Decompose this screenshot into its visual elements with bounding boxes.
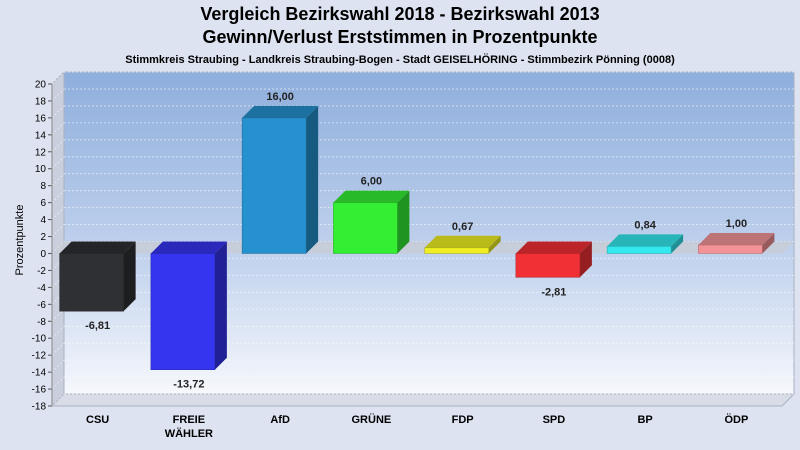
bar-value-label: 0,67 [452, 221, 473, 233]
y-tick-label: -4 [37, 283, 46, 294]
bar-front [515, 253, 581, 278]
y-tick-label: 0 [40, 249, 46, 260]
bar [150, 241, 227, 370]
y-tick-label: -12 [32, 351, 47, 362]
gridline-wall [51, 325, 65, 339]
bar-top [150, 241, 227, 254]
bar-side [306, 105, 319, 254]
y-tick-label: 8 [40, 181, 46, 192]
bar-top [698, 233, 775, 245]
y-tick-label: 20 [35, 80, 47, 91]
y-tick-label: 10 [35, 164, 47, 175]
y-tick-label: -10 [32, 334, 47, 345]
bar [59, 241, 136, 312]
chart-title-line1: Vergleich Bezirkswahl 2018 - Bezirkswahl… [200, 4, 600, 24]
gridline-wall [51, 376, 65, 390]
bar-top [424, 235, 501, 248]
x-tick-label: SPD [543, 414, 566, 426]
bar-front [333, 202, 398, 254]
bar [698, 233, 775, 254]
bar-top [607, 234, 684, 247]
gridline-wall [51, 105, 65, 119]
y-tick-label: 12 [35, 147, 47, 158]
bar-side [488, 235, 501, 254]
bar-front [606, 246, 672, 254]
bar [606, 234, 684, 254]
y-axis-label: Prozentpunkte [14, 205, 26, 276]
x-tick-label: AfD [270, 414, 290, 426]
bar-side [214, 241, 227, 370]
x-tick-label: FDP [452, 414, 474, 426]
gridline-wall [51, 207, 65, 220]
y-tick-label: -6 [37, 300, 46, 311]
x-tick-label: CSU [86, 414, 109, 426]
y-tick-label: 18 [35, 96, 47, 107]
bar-value-label: -6,81 [85, 320, 110, 332]
y-tick-label: -2 [37, 266, 46, 277]
bar-front [241, 117, 307, 254]
bar-side [671, 234, 684, 254]
gridline-wall [51, 342, 65, 356]
bar-top [333, 190, 410, 203]
bar [241, 105, 319, 254]
y-tick-label: -16 [32, 385, 47, 396]
y-tick-label: -14 [32, 368, 47, 379]
gridline-wall [51, 359, 65, 373]
bar-front [424, 247, 489, 254]
bar-top [242, 105, 319, 118]
gridline-wall [51, 291, 65, 305]
gridline-wall [51, 88, 65, 102]
x-tick-label: BP [637, 414, 652, 426]
bar-value-label: 16,00 [266, 91, 294, 103]
y-tick-label: 4 [40, 215, 46, 226]
bar-side [762, 233, 775, 254]
bar [424, 235, 501, 254]
bar-front [59, 253, 124, 312]
bar-top [515, 241, 592, 254]
y-tick-label: 2 [40, 232, 46, 243]
gridline-wall [51, 258, 65, 271]
y-tick-label: -18 [32, 402, 47, 413]
bar-side [397, 190, 410, 254]
bar-value-label: 1,00 [726, 218, 747, 230]
gridline-wall [51, 224, 65, 237]
gridline-wall [51, 275, 65, 288]
left-wall [51, 70, 65, 408]
bar-front [698, 244, 763, 254]
bar [333, 190, 410, 254]
gridline-wall [51, 122, 65, 136]
gridline-wall [51, 173, 65, 187]
bar-side [123, 241, 136, 312]
gridline-wall [51, 71, 65, 85]
chart-title-line2: Gewinn/Verlust Erststimmen in Prozentpun… [202, 27, 598, 47]
bar-value-label: -2,81 [541, 286, 566, 298]
y-tick-label: -8 [37, 317, 46, 328]
x-tick-label: ÖDP [724, 413, 748, 426]
x-tick-label: GRÜNE [352, 413, 392, 426]
floor [50, 393, 796, 407]
bar-value-label: 6,00 [361, 176, 382, 188]
bar [515, 241, 592, 278]
gridline-wall [51, 190, 65, 203]
gridline-wall [51, 156, 65, 170]
bar-value-label: -13,72 [173, 379, 204, 391]
x-tick-label: WÄHLER [165, 427, 213, 440]
gridline-wall [51, 308, 65, 322]
bar-side [579, 241, 592, 278]
y-tick-label: 6 [40, 198, 46, 209]
gridline-wall [51, 139, 65, 153]
bar-front [150, 253, 216, 370]
bar-value-label: 0,84 [634, 219, 656, 231]
chart-subtitle: Stimmkreis Straubing - Landkreis Straubi… [125, 54, 675, 66]
y-tick-label: 14 [35, 130, 47, 141]
y-tick-label: 16 [35, 113, 47, 124]
bar-top [59, 241, 136, 254]
gridline-wall [51, 393, 65, 407]
x-tick-label: FREIE [173, 414, 205, 426]
